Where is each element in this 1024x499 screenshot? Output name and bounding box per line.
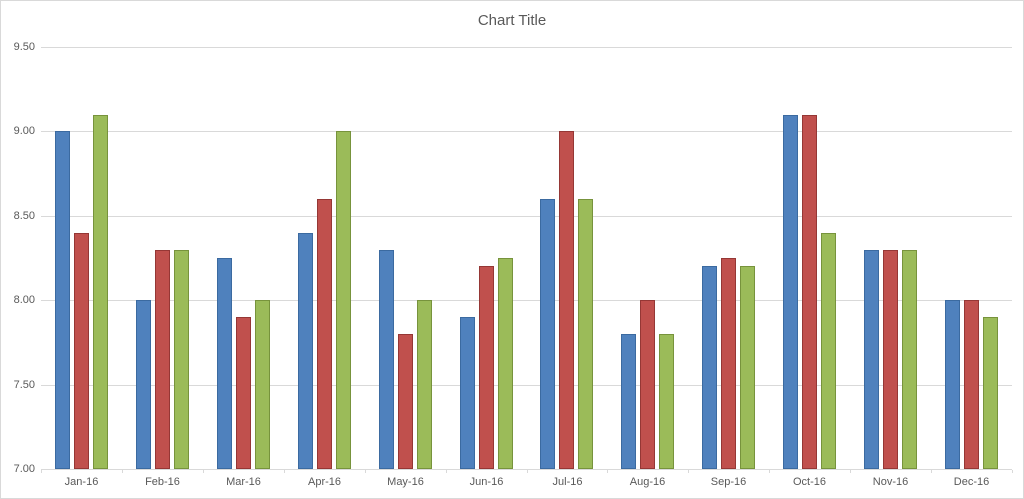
bar-red-may-16[interactable]	[398, 334, 413, 469]
x-axis-tick	[527, 470, 528, 473]
y-axis-tick-label: 9.00	[13, 125, 35, 137]
y-axis-tick-label: 9.50	[13, 41, 35, 53]
bar-blue-mar-16[interactable]	[217, 258, 232, 469]
bar-red-dec-16[interactable]	[964, 300, 979, 469]
bar-blue-apr-16[interactable]	[298, 233, 313, 469]
x-axis-category-label: Apr-16	[307, 476, 342, 488]
bar-green-feb-16[interactable]	[174, 250, 189, 469]
bar-blue-dec-16[interactable]	[945, 300, 960, 469]
gridline	[41, 300, 1012, 301]
x-axis-tick	[769, 470, 770, 473]
bar-blue-sep-16[interactable]	[702, 266, 717, 469]
bar-red-jun-16[interactable]	[479, 266, 494, 469]
gridline	[41, 216, 1012, 217]
gridline	[41, 131, 1012, 132]
x-axis-category-label: Jan-16	[64, 476, 99, 488]
bar-green-may-16[interactable]	[417, 300, 432, 469]
bar-red-aug-16[interactable]	[640, 300, 655, 469]
bar-red-jan-16[interactable]	[74, 233, 89, 469]
x-axis-tick	[203, 470, 204, 473]
x-axis-tick	[365, 470, 366, 473]
gridline	[41, 385, 1012, 386]
x-axis-tick	[41, 470, 42, 473]
bar-green-mar-16[interactable]	[255, 300, 270, 469]
bar-red-apr-16[interactable]	[317, 199, 332, 469]
bar-red-nov-16[interactable]	[883, 250, 898, 469]
x-axis-tick	[931, 470, 932, 473]
x-axis-line	[41, 469, 1012, 470]
bar-green-dec-16[interactable]	[983, 317, 998, 469]
x-axis-category-label: Nov-16	[872, 476, 909, 488]
bar-red-sep-16[interactable]	[721, 258, 736, 469]
bar-green-nov-16[interactable]	[902, 250, 917, 469]
x-axis-tick	[1012, 470, 1013, 473]
x-axis-category-label: Oct-16	[792, 476, 826, 488]
x-axis-category-label: Feb-16	[145, 476, 180, 488]
x-axis-tick	[850, 470, 851, 473]
y-axis-tick-label: 8.00	[13, 294, 35, 306]
x-axis-tick	[607, 470, 608, 473]
bar-blue-jun-16[interactable]	[460, 317, 475, 469]
x-axis-category-label: Jul-16	[552, 476, 583, 488]
x-axis-tick	[122, 470, 123, 473]
y-axis-tick-label: 7.50	[13, 379, 35, 391]
bar-green-aug-16[interactable]	[659, 334, 674, 469]
x-axis-category-label: May-16	[387, 476, 424, 488]
bar-green-jul-16[interactable]	[578, 199, 593, 469]
bar-blue-aug-16[interactable]	[621, 334, 636, 469]
x-axis-category-label: Aug-16	[629, 476, 666, 488]
x-axis-category-label: Jun-16	[469, 476, 504, 488]
bar-green-apr-16[interactable]	[336, 131, 351, 469]
bar-red-mar-16[interactable]	[236, 317, 251, 469]
bar-blue-jan-16[interactable]	[55, 131, 70, 469]
y-axis-tick-label: 7.00	[13, 463, 35, 475]
bar-red-oct-16[interactable]	[802, 115, 817, 469]
gridline	[41, 47, 1012, 48]
bar-green-jun-16[interactable]	[498, 258, 513, 469]
x-axis-tick	[688, 470, 689, 473]
bar-red-jul-16[interactable]	[559, 131, 574, 469]
bar-green-sep-16[interactable]	[740, 266, 755, 469]
x-axis-category-label: Sep-16	[710, 476, 747, 488]
bar-red-feb-16[interactable]	[155, 250, 170, 469]
x-axis-category-label: Mar-16	[226, 476, 261, 488]
x-axis-category-label: Dec-16	[953, 476, 990, 488]
bar-green-jan-16[interactable]	[93, 115, 108, 469]
x-axis-tick	[446, 470, 447, 473]
bar-green-oct-16[interactable]	[821, 233, 836, 469]
y-axis-tick-label: 8.50	[13, 210, 35, 222]
x-axis-tick	[284, 470, 285, 473]
chart-title[interactable]: Chart Title	[477, 12, 547, 29]
bar-blue-may-16[interactable]	[379, 250, 394, 469]
bar-blue-feb-16[interactable]	[136, 300, 151, 469]
bar-blue-jul-16[interactable]	[540, 199, 555, 469]
bar-blue-nov-16[interactable]	[864, 250, 879, 469]
bar-blue-oct-16[interactable]	[783, 115, 798, 469]
